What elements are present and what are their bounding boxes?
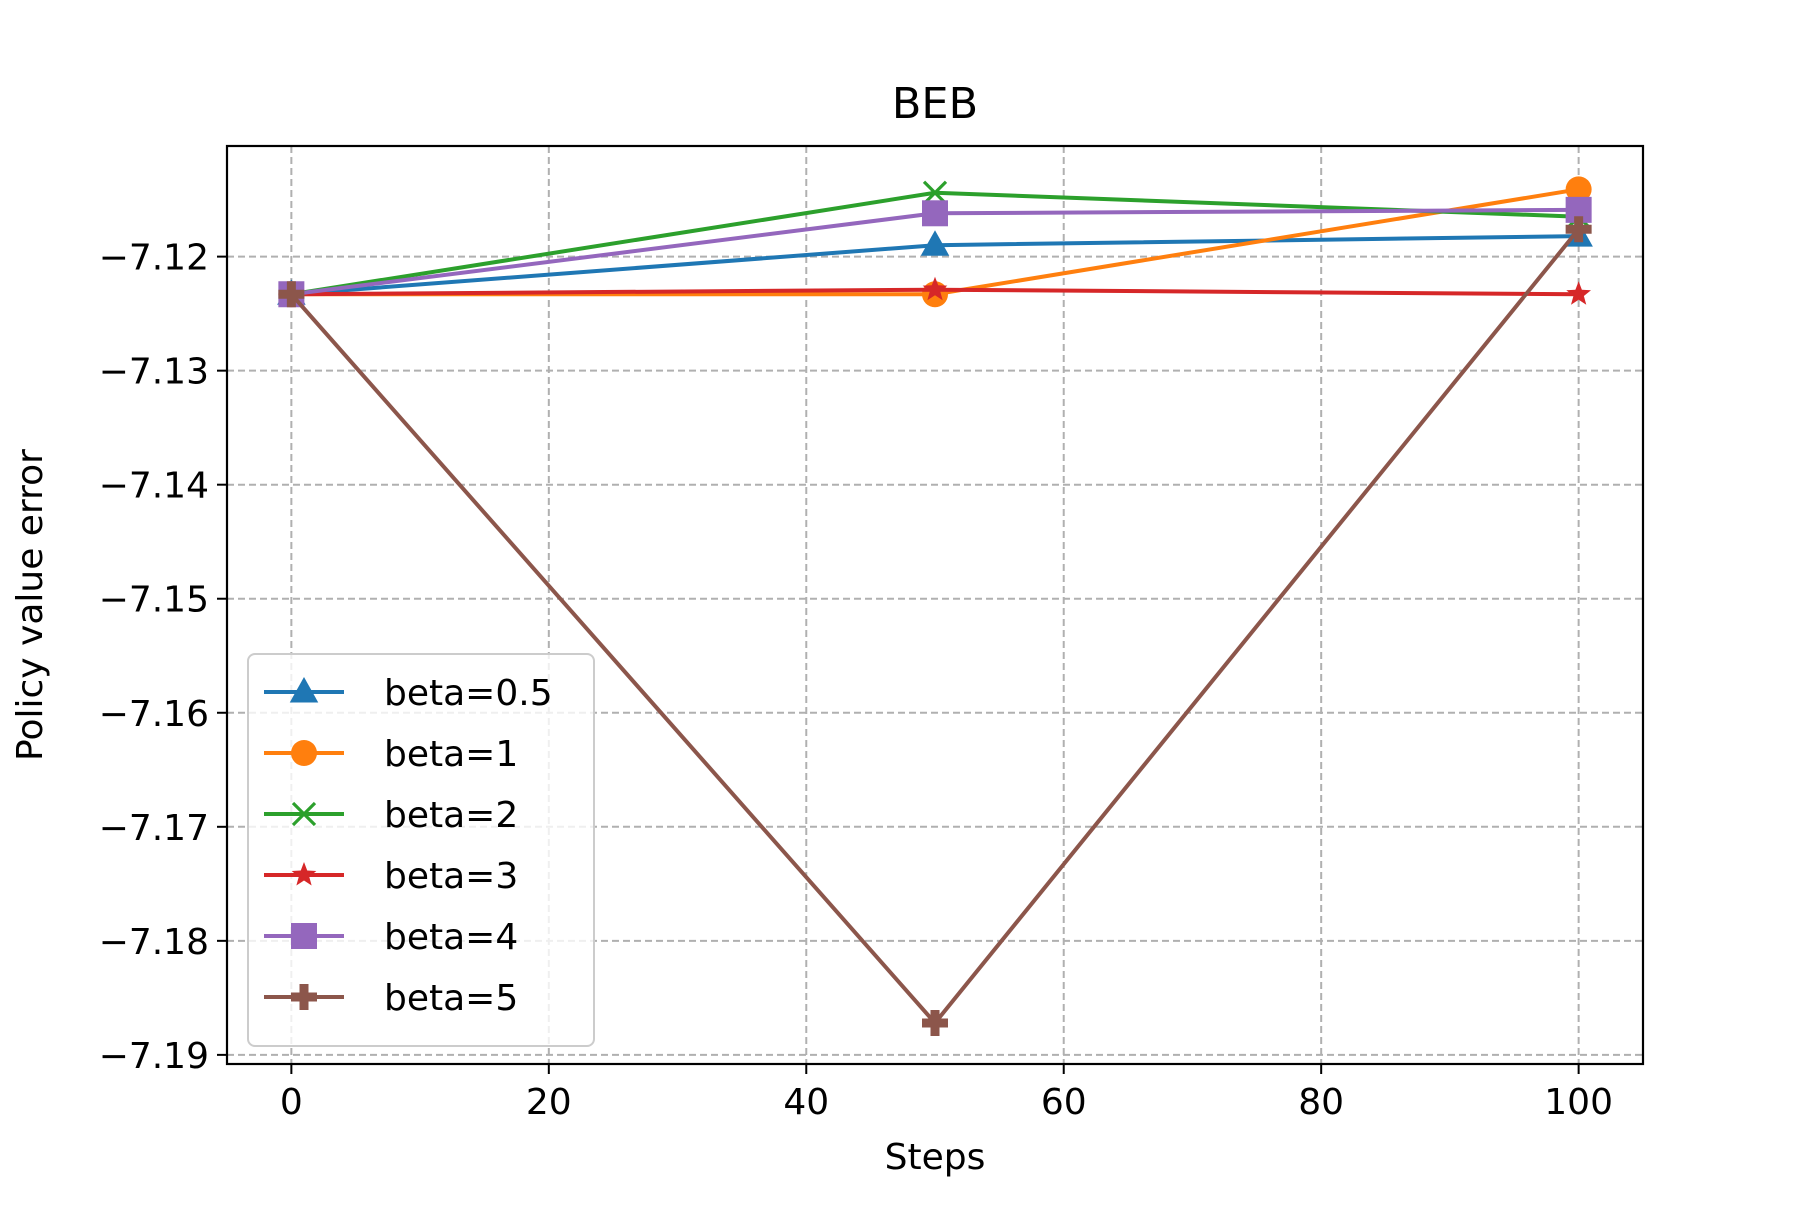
data-point: [922, 180, 948, 205]
x-axis-title: Steps: [885, 1137, 986, 1178]
data-point: [1565, 216, 1592, 243]
series-lines: [277, 176, 1593, 1036]
legend-label: beta=3: [384, 856, 518, 897]
x-tick-label: 80: [1298, 1082, 1344, 1123]
legend-item: beta=3: [264, 856, 518, 897]
legend-item: beta=4: [264, 917, 518, 958]
y-tick-label: −7.13: [99, 352, 209, 393]
plot-frame: [225, 144, 1645, 1066]
legend-item: beta=5: [264, 978, 518, 1019]
legend-item: beta=0.5: [264, 673, 553, 714]
y-tick-label: −7.16: [99, 694, 209, 735]
legend-item: beta=1: [264, 734, 518, 775]
legend-marker: [291, 923, 317, 949]
legend: beta=0.5 beta=1 beta=2 beta=3 beta=4 beta=5: [247, 653, 595, 1047]
legend-marker: [291, 862, 317, 886]
y-tick-label: −7.17: [99, 808, 209, 849]
y-tick-label: −7.12: [99, 238, 209, 279]
x-tick-label: 0: [280, 1082, 303, 1123]
data-point: [922, 276, 948, 301]
legend-marker: [291, 801, 317, 827]
data-point: [1566, 281, 1591, 305]
data-point: [278, 281, 305, 308]
data-point: [920, 230, 950, 256]
x-tick-label: 20: [526, 1082, 572, 1123]
x-tick-label: 40: [783, 1082, 829, 1123]
legend-marker: [289, 677, 319, 703]
y-tick-label: −7.14: [99, 466, 209, 507]
data-point: [1565, 176, 1592, 203]
y-tick-label: −7.15: [99, 580, 209, 621]
data-point: [922, 1009, 948, 1036]
legend-label: beta=1: [384, 734, 518, 775]
legend-label: beta=2: [384, 795, 518, 836]
chart-title: BEB: [892, 79, 978, 129]
y-tick-label: −7.18: [99, 922, 209, 963]
x-tick-label: 60: [1041, 1082, 1087, 1123]
legend-label: beta=5: [384, 978, 518, 1019]
legend-marker: [291, 740, 317, 766]
legend-marker: [291, 984, 317, 1010]
series-beta=5: [278, 216, 1592, 1036]
legend-label: beta=4: [384, 917, 518, 958]
y-axis-title: Policy value error: [10, 449, 51, 761]
legend-label: beta=0.5: [384, 673, 553, 714]
data-point: [922, 200, 948, 227]
axis-ticks: 0 20 40 60 80 100 −7.12 −7.13 −7.14 −7.15 −7.16 −7.…: [99, 238, 1613, 1123]
y-tick-label: −7.19: [99, 1036, 209, 1077]
x-tick-label: 100: [1544, 1082, 1613, 1123]
legend-item: beta=2: [264, 795, 518, 836]
